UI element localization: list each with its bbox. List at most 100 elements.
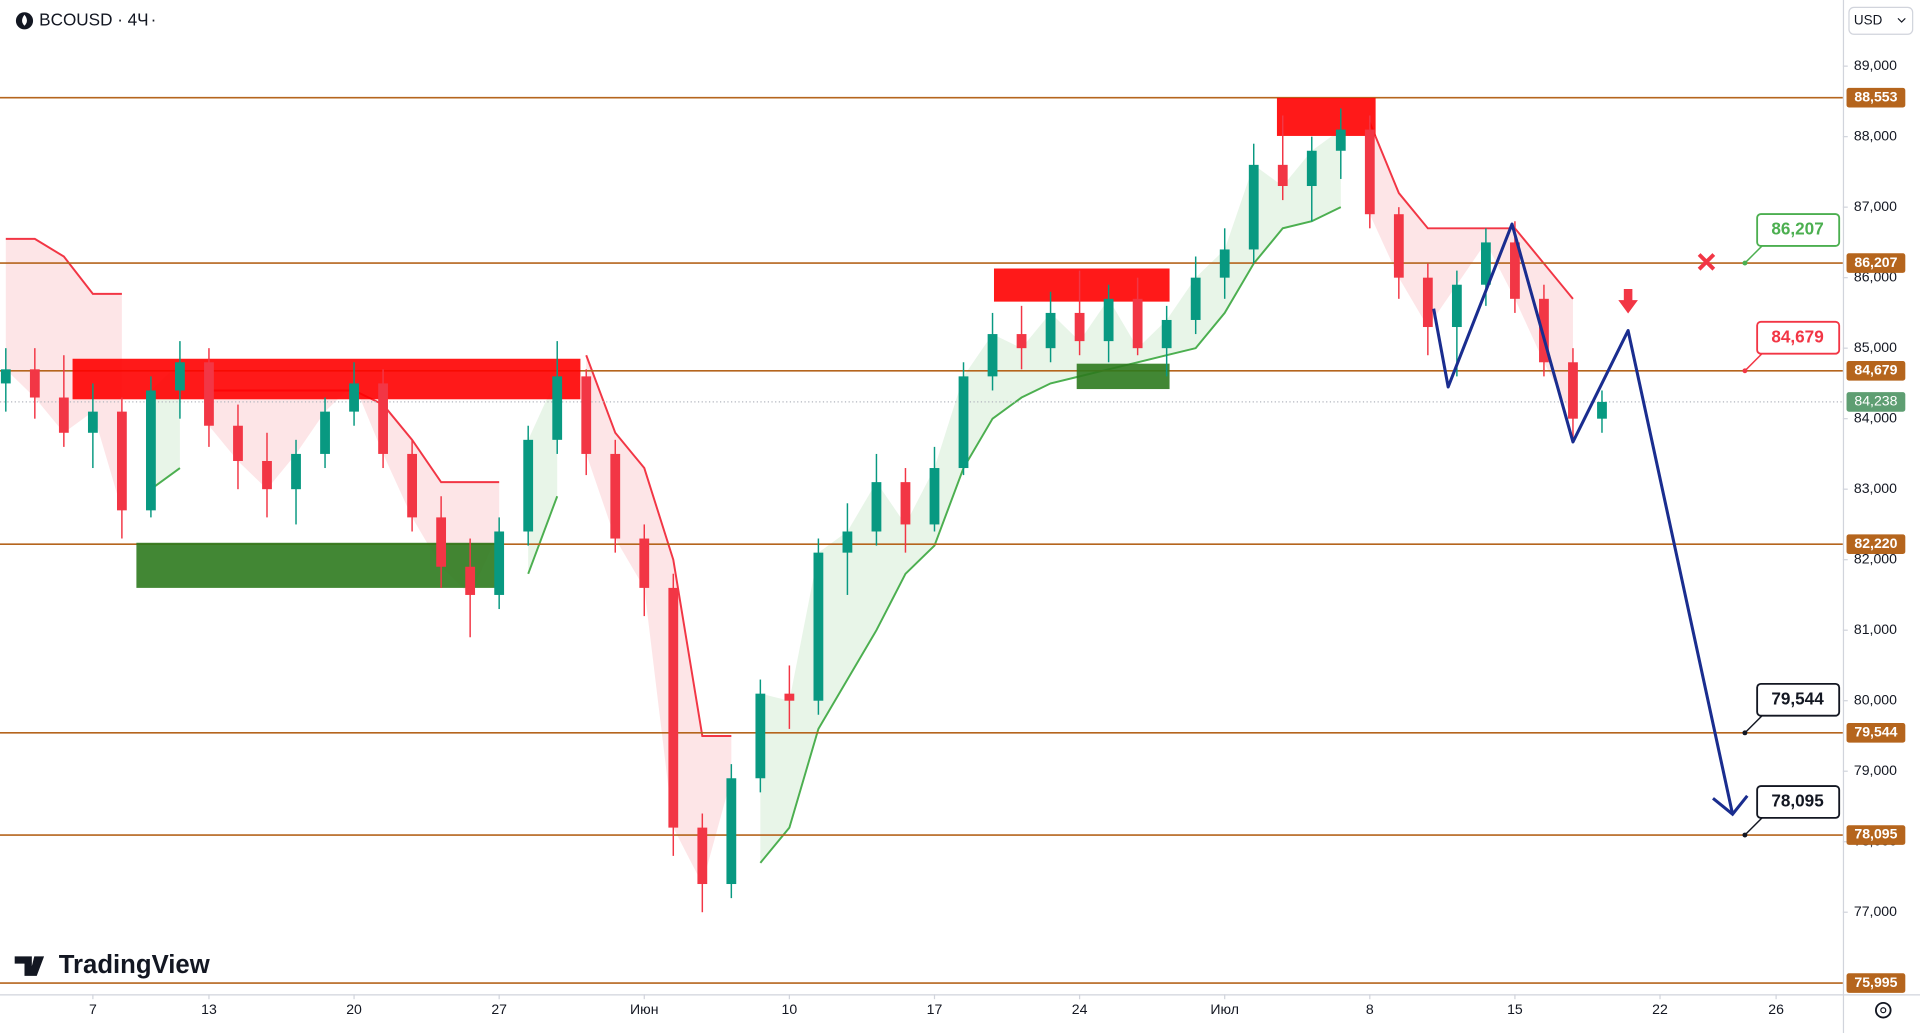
settings-gear[interactable] xyxy=(1875,1001,1892,1019)
callout-box xyxy=(1756,682,1841,717)
candle-body xyxy=(523,439,534,532)
trend-line xyxy=(585,354,732,737)
candle-body xyxy=(1364,129,1375,215)
candle-body xyxy=(1016,334,1027,349)
candle-body xyxy=(552,376,563,440)
candle-body xyxy=(1132,298,1143,349)
x-tick-label: 17 xyxy=(927,1001,943,1017)
x-tick-label: Июл xyxy=(1210,1001,1239,1017)
level-price-label: 79,544 xyxy=(1854,724,1897,740)
callout-box xyxy=(1756,785,1841,819)
candle-body xyxy=(320,411,330,454)
brand-logo: TradingView xyxy=(14,951,211,979)
x-tick-label: 27 xyxy=(491,1001,507,1017)
level-price-tag xyxy=(1846,723,1906,743)
candle-body xyxy=(784,693,795,701)
candle-body xyxy=(1306,150,1317,187)
x-tick-label: 8 xyxy=(1366,1001,1374,1017)
brand-name: TradingView xyxy=(59,951,211,979)
candle-body xyxy=(726,778,737,885)
trend-fill xyxy=(528,376,558,574)
candle-body xyxy=(1248,164,1259,250)
y-tick-label: 82,000 xyxy=(1854,550,1897,566)
candle-body xyxy=(494,531,505,595)
candle-body xyxy=(262,460,272,490)
level-price-tag xyxy=(1846,534,1906,554)
x-tick-label: 20 xyxy=(346,1001,362,1017)
candle-body xyxy=(1480,242,1491,285)
candle-body xyxy=(1045,312,1056,349)
level-price-tag xyxy=(1846,253,1906,273)
settings-button[interactable] xyxy=(1875,1001,1892,1019)
y-tick-label: 85,000 xyxy=(1854,339,1897,355)
candle-body xyxy=(87,411,98,433)
candle-body xyxy=(1539,298,1549,363)
level-price-tag xyxy=(1846,361,1906,381)
candle-body xyxy=(1074,312,1085,342)
candle-body xyxy=(0,369,11,384)
callout-label: 78,095 xyxy=(1771,790,1824,810)
candle-body xyxy=(1393,214,1404,278)
y-tick-label: 77,000 xyxy=(1854,903,1897,919)
zone xyxy=(136,542,503,588)
symbol-header: BCOUSD · 4Ч · xyxy=(15,9,156,30)
level-price-label: 75,995 xyxy=(1854,974,1897,990)
candle-body xyxy=(639,538,650,588)
y-tick-label: 84,000 xyxy=(1854,409,1897,425)
candle-body xyxy=(1568,362,1578,419)
settings-gear-hub[interactable] xyxy=(1880,1007,1887,1014)
level-price-tag xyxy=(1846,87,1906,108)
candle-body xyxy=(291,453,301,490)
callout-connector xyxy=(1744,715,1763,734)
callout-label: 79,544 xyxy=(1771,688,1824,708)
currency-button[interactable]: USD xyxy=(1848,6,1914,35)
y-tick-label: 89,000 xyxy=(1854,57,1897,73)
candle-body xyxy=(233,425,243,461)
candle-body xyxy=(1161,319,1172,349)
level-price-tag xyxy=(1846,825,1906,845)
candle-body xyxy=(1335,129,1346,151)
last-price-label: 84,238 xyxy=(1854,393,1897,409)
trend-fill xyxy=(586,355,732,885)
candle-body xyxy=(697,827,708,885)
level-price-label: 78,095 xyxy=(1854,826,1897,842)
candle-body xyxy=(204,362,214,426)
candle-body xyxy=(116,411,127,511)
candle-body xyxy=(842,531,853,553)
currency-button-box[interactable] xyxy=(1848,6,1914,35)
candle-body xyxy=(610,453,621,539)
x-tick-label: 10 xyxy=(782,1001,798,1017)
trend-fill xyxy=(1369,122,1573,419)
candle-body xyxy=(813,552,824,701)
callout-connector xyxy=(1744,817,1763,836)
currency-caret[interactable] xyxy=(1897,17,1906,23)
x-tick-label: 7 xyxy=(89,1001,97,1017)
candle-body xyxy=(1597,401,1607,419)
symbol-title: BCOUSD · 4Ч xyxy=(39,9,148,29)
candle-body xyxy=(349,383,359,412)
callout-label: 84,679 xyxy=(1771,326,1823,346)
projection-path xyxy=(1432,222,1735,815)
axes: 77,00078,00079,00080,00081,00082,00083,0… xyxy=(89,57,1906,1017)
y-tick-label: 88,000 xyxy=(1854,127,1897,143)
candle-body xyxy=(175,362,185,391)
candle-body xyxy=(407,453,418,518)
level-price-label: 88,553 xyxy=(1854,88,1897,104)
projection-arrowhead xyxy=(1712,794,1749,817)
trend-line xyxy=(527,495,559,575)
level-price-label: 82,220 xyxy=(1854,535,1897,551)
y-tick-label: 81,000 xyxy=(1854,621,1897,637)
candle-body xyxy=(1103,298,1114,342)
zone xyxy=(1076,363,1170,390)
candle-body xyxy=(146,390,156,511)
candle-body xyxy=(987,334,998,377)
sell-arrow xyxy=(1618,289,1638,314)
zone xyxy=(993,268,1170,302)
brand-glyph xyxy=(14,956,45,976)
trend-fill xyxy=(208,383,500,595)
candle-body xyxy=(668,587,679,828)
currency-label[interactable]: USD xyxy=(1854,12,1883,27)
candle-body xyxy=(871,482,882,532)
